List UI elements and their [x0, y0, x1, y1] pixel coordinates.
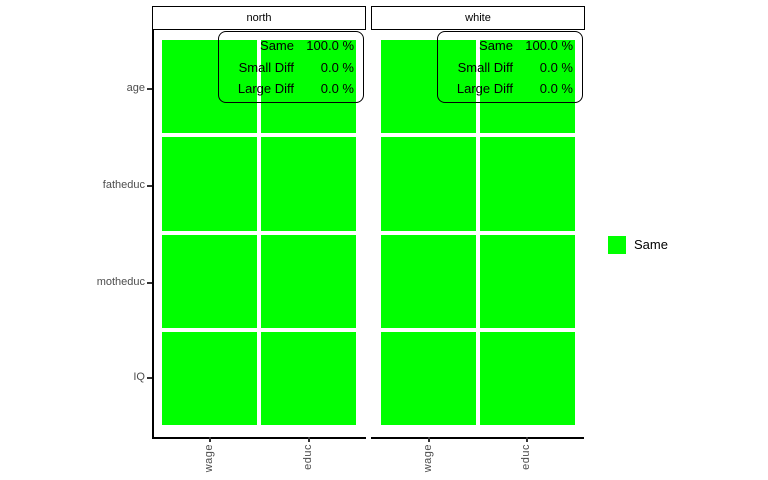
- annotation-row: Large Diff 0.0 %: [446, 78, 573, 99]
- annotation-row: Same 100.0 %: [227, 35, 354, 56]
- x-tick-north-educ: [308, 437, 310, 442]
- annotation-value: 0.0 %: [320, 59, 354, 75]
- tile-north-fatheduc-educ: [261, 137, 356, 231]
- x-axis-label-white-educ: educ: [520, 444, 532, 470]
- annotation-value: 0.0 %: [539, 81, 573, 96]
- y-axis-label-fatheduc: fatheduc: [102, 179, 145, 191]
- panel-north-tiles: [162, 40, 356, 425]
- legend-label-same: Same: [634, 237, 668, 252]
- annotation-row: Large Diff 0.0 %: [227, 78, 354, 99]
- tile-white-age-educ: [480, 40, 575, 134]
- annotation-value: 0.0 %: [320, 81, 354, 96]
- y-tick-age: [147, 88, 152, 90]
- annotation-box-north: Same 100.0 % Small Diff 0.0 % Large Diff…: [218, 31, 364, 103]
- tile-white-age-wage: [381, 40, 476, 134]
- tile-north-motheduc-educ: [261, 234, 356, 328]
- tile-north-motheduc-wage: [162, 234, 257, 328]
- annotation-row: Same 100.0 %: [446, 35, 573, 56]
- legend-key-swatch-same: [608, 236, 626, 254]
- y-tick-motheduc: [147, 282, 152, 284]
- panel-north-y-axis-line: [152, 30, 154, 437]
- annotation-label: Large Diff: [237, 81, 294, 96]
- tile-north-iq-educ: [261, 331, 356, 425]
- annotation-label: Same: [479, 38, 513, 53]
- tile-north-iq-wage: [162, 331, 257, 425]
- annotation-label: Same: [260, 38, 294, 53]
- facet-strip-north-label: north: [246, 12, 272, 24]
- annotation-box-white: Same 100.0 % Small Diff 0.0 % Large Diff…: [437, 31, 583, 103]
- x-axis-label-white-wage: wage: [422, 444, 434, 473]
- annotation-row: Small Diff 0.0 %: [446, 57, 573, 78]
- x-tick-white-educ: [526, 437, 528, 442]
- annotation-value: 100.0 %: [525, 38, 573, 53]
- x-tick-north-wage: [209, 437, 211, 442]
- y-axis-label-iq: IQ: [133, 371, 145, 383]
- annotation-label: Small Diff: [457, 59, 513, 75]
- annotation-label: Small Diff: [238, 59, 294, 75]
- annotation-value: 100.0 %: [306, 38, 354, 53]
- facet-strip-north: north: [152, 6, 366, 30]
- tile-white-fatheduc-wage: [381, 137, 476, 231]
- panel-north-x-axis-line: [152, 437, 366, 439]
- tile-white-iq-educ: [480, 331, 575, 425]
- tile-white-motheduc-wage: [381, 234, 476, 328]
- y-tick-fatheduc: [147, 185, 152, 187]
- annotation-row: Small Diff 0.0 %: [227, 57, 354, 78]
- x-tick-white-wage: [428, 437, 430, 442]
- y-axis-label-age: age: [126, 82, 145, 94]
- tile-white-fatheduc-educ: [480, 137, 575, 231]
- panel-white-x-axis-line: [371, 437, 584, 439]
- facet-strip-white-label: white: [465, 12, 491, 24]
- panel-white-tiles: [381, 40, 575, 425]
- tile-north-age-educ: [261, 40, 356, 134]
- tile-north-age-wage: [162, 40, 257, 134]
- x-axis-label-north-wage: wage: [203, 444, 215, 473]
- tile-white-motheduc-educ: [480, 234, 575, 328]
- tile-white-iq-wage: [381, 331, 476, 425]
- y-tick-iq: [147, 377, 152, 379]
- annotation-label: Large Diff: [456, 81, 513, 96]
- tile-north-fatheduc-wage: [162, 137, 257, 231]
- y-axis-label-motheduc: motheduc: [96, 276, 145, 288]
- annotation-value: 0.0 %: [539, 59, 573, 75]
- x-axis-label-north-educ: educ: [302, 444, 314, 470]
- facet-strip-white: white: [371, 6, 585, 30]
